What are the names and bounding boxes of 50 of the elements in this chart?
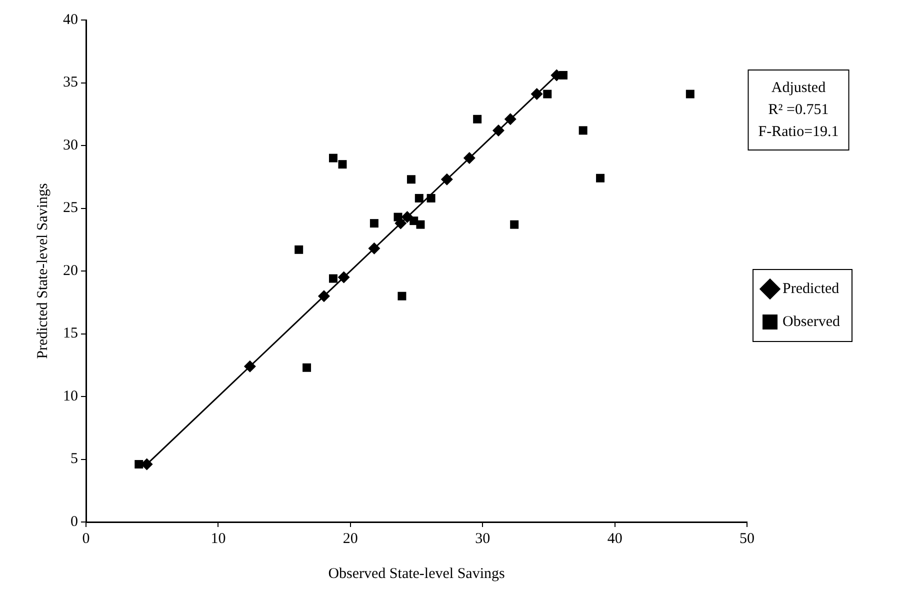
- x-tick-label: 20: [342, 530, 358, 547]
- point: [578, 126, 588, 135]
- point: [416, 220, 425, 229]
- point: [504, 113, 516, 126]
- point: [398, 292, 406, 300]
- point: [370, 219, 378, 228]
- point: [328, 154, 338, 162]
- legend-label: Predicted: [782, 280, 840, 297]
- x-axis-title: Observed State-level Savings: [328, 566, 505, 582]
- point: [530, 88, 543, 100]
- y-tick-label: 5: [70, 451, 78, 468]
- point: [328, 274, 338, 283]
- point: [686, 90, 694, 98]
- point: [596, 174, 605, 182]
- x-tick-label: 40: [607, 530, 622, 547]
- legend-label: Observed: [782, 314, 840, 330]
- y-tick-label: 0: [70, 514, 78, 530]
- x-tick-label: 50: [740, 530, 755, 547]
- y-tick-label: 30: [63, 137, 78, 154]
- point: [302, 363, 312, 372]
- point: [338, 160, 347, 169]
- point: [406, 175, 416, 184]
- y-axis-title: Predicted State-level Savings: [34, 182, 51, 359]
- point: [510, 220, 519, 229]
- point: [440, 173, 453, 186]
- point: [134, 460, 144, 469]
- y-tick-label: 15: [63, 326, 78, 342]
- point: [244, 360, 256, 372]
- point: [473, 114, 482, 124]
- text: Adjusted: [771, 80, 826, 96]
- y-tick-label: 25: [63, 200, 78, 216]
- point: [492, 124, 504, 136]
- point: [463, 152, 476, 164]
- x-tick-label: 0: [82, 530, 90, 547]
- point: [318, 290, 330, 302]
- point: [414, 194, 424, 202]
- y-tick-label: 35: [63, 74, 78, 91]
- point: [401, 211, 414, 224]
- x-tick-label: 30: [475, 530, 490, 547]
- point: [338, 271, 350, 284]
- x-tick-label: 10: [210, 530, 226, 547]
- point: [294, 245, 304, 254]
- text: F-Ratio=19.1: [758, 124, 839, 140]
- point: [543, 90, 552, 98]
- text: R² =0.751: [768, 102, 829, 118]
- y-tick-label: 40: [63, 12, 78, 28]
- point: [368, 242, 380, 254]
- y-tick-label: 20: [63, 262, 78, 279]
- y-tick-label: 10: [63, 388, 78, 404]
- point: [394, 217, 407, 230]
